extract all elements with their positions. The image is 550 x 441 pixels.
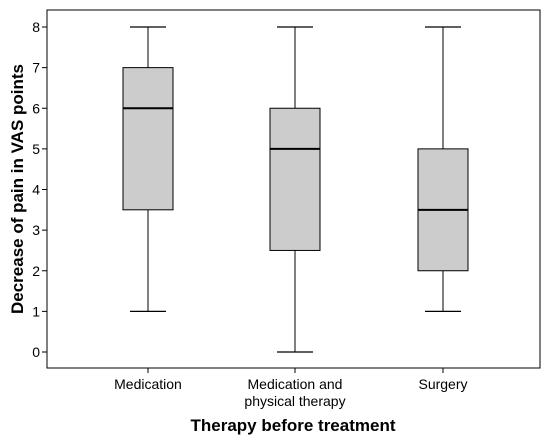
y-tick-label: 7: [32, 60, 40, 76]
y-tick-label: 4: [32, 182, 40, 198]
box-1: [122, 26, 174, 312]
y-tick-label: 3: [32, 222, 40, 238]
y-tick-label: 8: [32, 19, 40, 35]
iqr-box: [269, 107, 321, 251]
x-category-label: Surgery: [418, 376, 467, 392]
boxes: [122, 26, 469, 353]
y-tick-label: 5: [32, 141, 40, 157]
x-category-label: Medication and: [248, 376, 343, 392]
iqr-box: [122, 67, 174, 211]
x-category-label: Medication: [114, 376, 182, 392]
y-tick-label: 1: [32, 303, 40, 319]
y-axis-title: Decrease of pain in VAS points: [8, 64, 27, 314]
x-axis-title: Therapy before treatment: [191, 416, 396, 435]
y-tick-label: 0: [32, 344, 40, 360]
y-axis: 0 1 2 3 4 5 6 7 8: [32, 19, 47, 360]
y-tick-label: 6: [32, 100, 40, 116]
x-category-label: physical therapy: [244, 393, 345, 409]
box-3: [417, 26, 469, 312]
box-2: [269, 26, 321, 353]
y-tick-label: 2: [32, 263, 40, 279]
